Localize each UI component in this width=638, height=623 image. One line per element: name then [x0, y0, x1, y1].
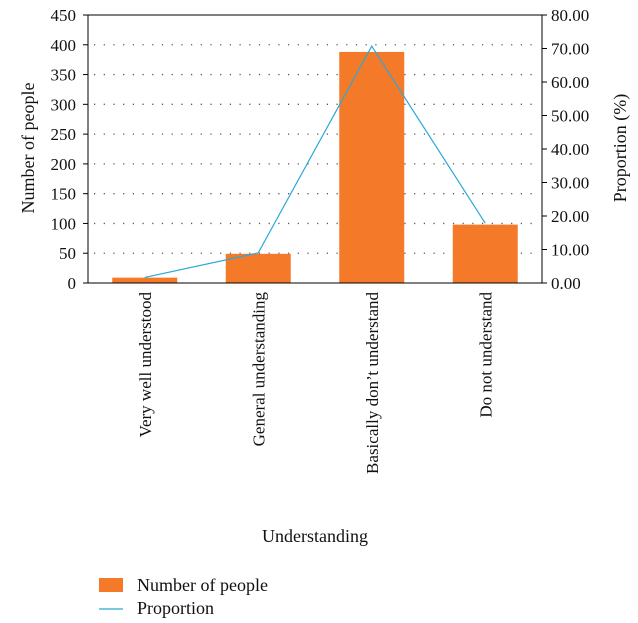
x-tick-label: Very well understood [136, 292, 155, 438]
y-tick-label: 300 [51, 95, 77, 114]
line-series [144, 44, 486, 279]
y2-tick-label: 10.00 [551, 241, 589, 260]
y2-tick-label: 60.00 [551, 73, 589, 92]
legend: Number of people Proportion [99, 575, 268, 618]
legend-swatch-bar [99, 578, 123, 592]
x-axis-title: Understanding [262, 526, 368, 546]
y2-tick-label: 20.00 [551, 207, 589, 226]
x-tick-label: General understanding [249, 292, 268, 447]
bar [339, 51, 405, 284]
bar-series [112, 51, 518, 284]
grid-lines [94, 44, 538, 254]
legend-label-line: Proportion [137, 598, 214, 618]
y-tick-label: 400 [51, 36, 77, 55]
bar [452, 224, 518, 283]
x-tick-label: Do not understand [476, 292, 495, 418]
y-tick-label: 100 [51, 214, 77, 233]
y2-tick-label: 0.00 [551, 274, 581, 293]
y-tick-label: 0 [68, 274, 77, 293]
y2-tick-label: 40.00 [551, 140, 589, 159]
y2-axis-title: Proportion (%) [610, 94, 631, 202]
y-tick-label: 250 [51, 125, 77, 144]
y-tick-label: 50 [59, 244, 76, 263]
y2-tick-label: 70.00 [551, 40, 589, 59]
y-tick-label: 350 [51, 66, 77, 85]
bar [112, 277, 178, 283]
y2-tick-label: 50.00 [551, 107, 589, 126]
y-tick-label: 200 [51, 155, 77, 174]
y-axis-title: Number of people [18, 83, 38, 214]
y-tick-label: 150 [51, 185, 77, 204]
left-axis-ticks: 0 50 100 150 200 250 300 350 400 450 [51, 6, 88, 293]
right-axis-ticks: 0.00 10.00 20.00 30.00 40.00 50.00 60.00 70.00 8… [542, 6, 589, 293]
proportion-line [144, 44, 486, 279]
y2-tick-label: 30.00 [551, 174, 589, 193]
x-tick-label: Basically don’t understand [363, 292, 382, 474]
y-tick-label: 450 [51, 6, 77, 25]
x-axis-ticks: Very well understood General understandin… [136, 292, 496, 474]
legend-label-bar: Number of people [137, 575, 268, 595]
y2-tick-label: 80.00 [551, 6, 589, 25]
bar [225, 253, 291, 283]
